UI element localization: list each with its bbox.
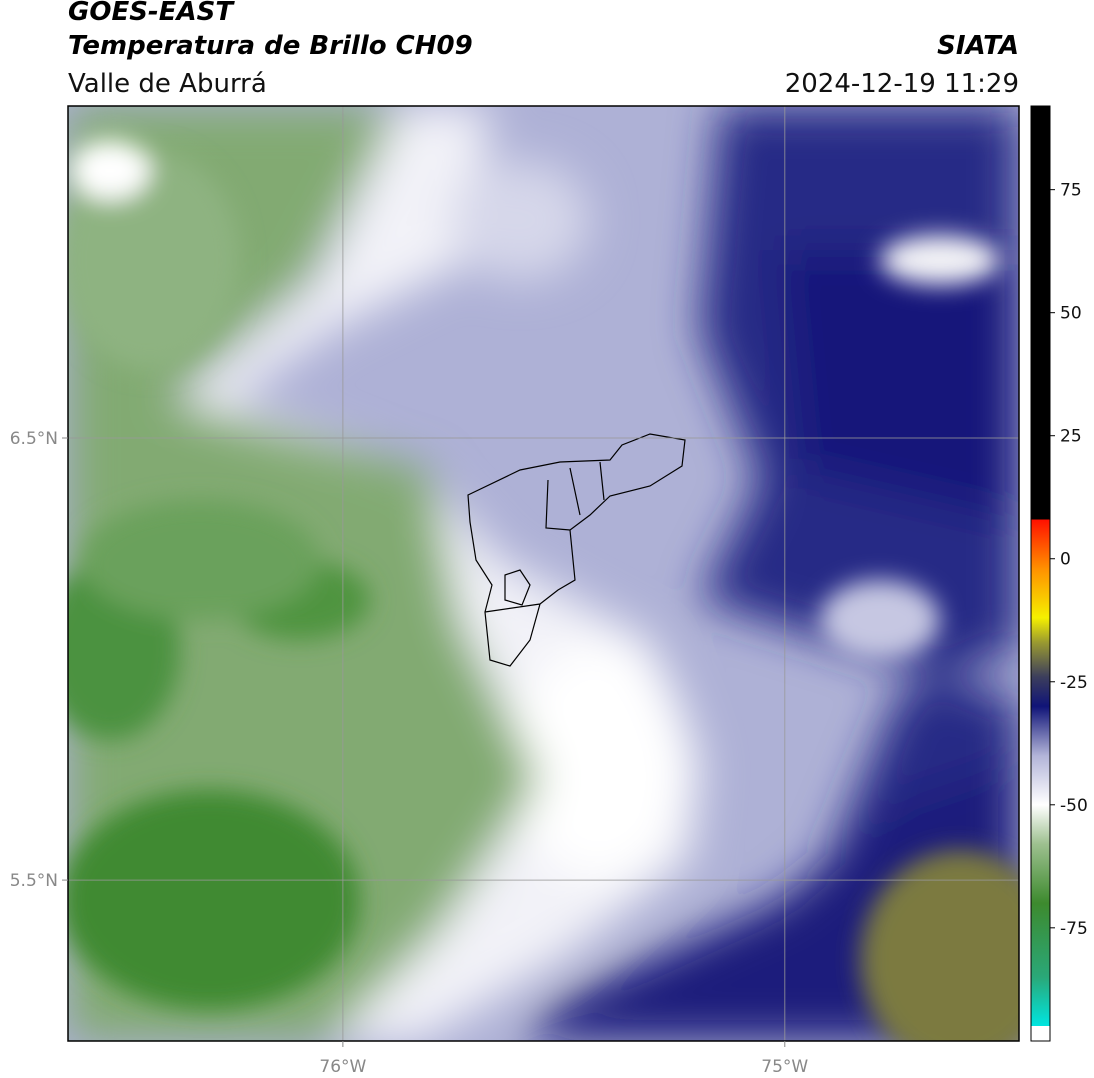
colorbar-tick-label: -25 [1060,673,1088,693]
colorbar-tick-label: -75 [1060,919,1088,939]
y-tick-label: 6.5°N [10,429,58,449]
colorbar-tick-label: -50 [1060,796,1088,816]
colorbar-tick-label: 25 [1060,427,1082,447]
colorbar [1030,105,1051,1042]
y-tick-label: 5.5°N [10,871,58,891]
map-frame [67,105,1020,1042]
colorbar-tick-label: 0 [1060,550,1071,570]
colorbar-tick-label: 75 [1060,181,1082,201]
x-tick-label: 76°W [319,1057,366,1077]
datetime: 2024-12-19 11:29 [785,69,1019,99]
x-tick-label: 75°W [761,1057,808,1077]
source: SIATA [937,31,1019,61]
colorbar-tick-label: 50 [1060,304,1082,324]
region: Valle de Aburrá [68,69,267,99]
title: GOES-EAST [68,0,235,27]
graticule [68,106,1019,1041]
product: Temperatura de Brillo CH09 [68,31,473,61]
satellite-image [68,106,1019,1041]
